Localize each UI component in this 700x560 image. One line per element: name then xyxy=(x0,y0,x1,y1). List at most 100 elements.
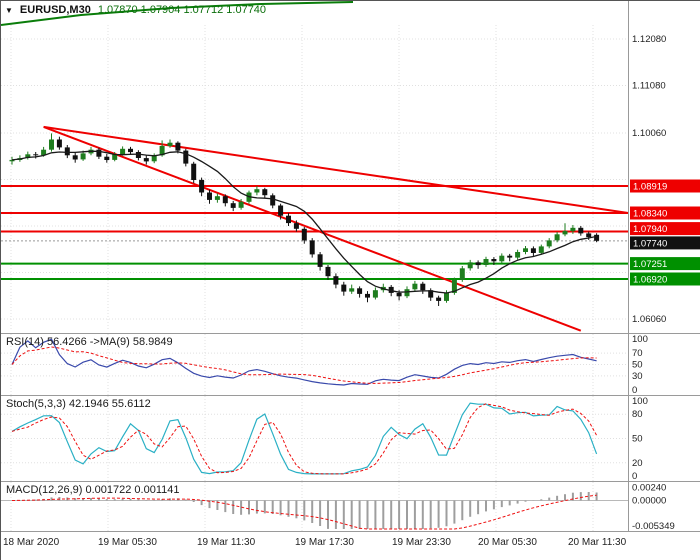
time-axis[interactable]: 18 Mar 2020 19 Mar 05:30 19 Mar 11:30 19… xyxy=(1,531,700,560)
candle-body xyxy=(49,139,54,150)
candle-body xyxy=(120,148,126,155)
axis-label: 0 xyxy=(632,385,637,395)
axis-label: 1.11080 xyxy=(632,81,666,92)
candle-body xyxy=(396,293,402,297)
candle-body xyxy=(207,192,212,200)
candle-body xyxy=(183,150,189,164)
candle-body xyxy=(270,195,276,206)
candle-body xyxy=(507,255,513,258)
axis-label: 20 xyxy=(632,458,643,469)
candle-body xyxy=(143,158,149,162)
candle-body xyxy=(25,154,31,158)
candle-body xyxy=(293,223,299,229)
candle-body xyxy=(80,153,86,160)
candle-body xyxy=(191,163,197,180)
candle-body xyxy=(388,286,394,293)
candle-body xyxy=(64,147,70,156)
axis-label: 30 xyxy=(632,371,643,382)
grid xyxy=(1,334,628,395)
macd-chart[interactable]: 0.00240 0.00000 -0.005349 xyxy=(1,482,700,531)
axis-label: 0 xyxy=(632,471,637,481)
stoch-k-line xyxy=(11,402,598,475)
stoch-label: Stoch(5,3,3) 42.1946 55.6112 xyxy=(6,398,151,410)
price-badge xyxy=(630,236,700,250)
candle-body xyxy=(333,276,339,285)
candle-body xyxy=(151,155,157,162)
price-badge xyxy=(630,222,700,236)
candle-body xyxy=(523,248,528,252)
candle-body xyxy=(128,148,133,153)
axis-label: 1.10060 xyxy=(632,128,666,139)
macd-signal-line xyxy=(11,494,597,530)
candle-body xyxy=(317,254,323,267)
candle-body xyxy=(167,142,173,146)
price-badge xyxy=(630,272,700,286)
candle-body xyxy=(341,284,347,292)
candle-body xyxy=(578,227,584,234)
candle-body xyxy=(444,293,449,301)
axis-label: 0.00240 xyxy=(632,483,666,494)
descending-trendline[interactable] xyxy=(43,125,629,214)
candle-body xyxy=(262,189,268,196)
candle-body xyxy=(586,233,592,238)
time-label: 19 Mar 23:30 xyxy=(392,537,451,548)
candle-body xyxy=(112,154,118,160)
axis-label: 1.08340 xyxy=(633,208,667,219)
time-label: 19 Mar 11:30 xyxy=(197,537,256,548)
stoch-chart[interactable]: 100 80 50 20 0 xyxy=(1,396,700,481)
candle-body xyxy=(214,196,220,200)
ohlc-values: 1.07870 1.07904 1.07712 1.07740 xyxy=(97,4,267,16)
long-term-ma-curve xyxy=(1,1,354,26)
stoch-panel: 100 80 50 20 0 Stoch(5,3,3) 42.1946 55.6112 xyxy=(1,395,700,481)
rsi-label: RSI(14) 56.4266 ->MA(9) 58.9849 xyxy=(6,336,173,348)
axis-label: 1.07940 xyxy=(633,224,667,235)
macd-panel: 0.00240 0.00000 -0.005349 MACD(12,26,9) 0.… xyxy=(1,481,700,531)
axis-label: 1.08919 xyxy=(633,182,667,193)
price-badge xyxy=(630,179,700,193)
time-label: 19 Mar 17:30 xyxy=(295,537,354,548)
candle-body xyxy=(96,149,102,157)
candle-body xyxy=(349,288,355,292)
macd-label: MACD(12,26,9) 0.001722 0.001141 xyxy=(6,484,180,496)
price-panel: 1.12080 1.11080 1.10060 1.06060 1.08919 1.083… xyxy=(1,1,700,333)
candle-body xyxy=(56,139,62,148)
axis-label: 0.00000 xyxy=(632,496,666,507)
candle-body xyxy=(135,152,141,158)
candle-body xyxy=(301,228,307,241)
candle-body xyxy=(404,289,410,297)
axis-label: 50 xyxy=(632,360,643,371)
axis-label: 100 xyxy=(632,334,648,345)
candle-body xyxy=(278,205,284,216)
candle-body xyxy=(475,262,481,266)
candle-body xyxy=(357,288,363,294)
candle-body xyxy=(562,231,568,235)
candle-body xyxy=(72,155,78,160)
symbol-dropdown-icon[interactable]: ▼ xyxy=(5,5,13,15)
candle-body xyxy=(412,283,418,290)
candle-body xyxy=(365,293,370,298)
candle-body xyxy=(570,227,576,232)
candle-body xyxy=(41,149,47,156)
axis-label: 50 xyxy=(632,434,643,445)
time-label: 18 Mar 2020 xyxy=(3,537,60,548)
candle-body xyxy=(546,240,552,247)
descending-trendline[interactable] xyxy=(43,125,582,332)
candle-body xyxy=(538,246,544,253)
macd-histogram xyxy=(18,492,598,529)
axis-label: 80 xyxy=(632,409,643,420)
price-chart[interactable]: 1.12080 1.11080 1.10060 1.06060 1.08919 1.083… xyxy=(1,1,700,333)
grid xyxy=(1,396,628,481)
symbol-timeframe-label: EURUSD,M30 xyxy=(19,4,91,16)
candle-body xyxy=(420,283,426,291)
rsi-panel: 100 70 50 30 0 RSI(14) 56.4266 ->MA(9) 58.98… xyxy=(1,333,700,395)
candle-body xyxy=(286,215,291,224)
axis-label: 1.07251 xyxy=(633,259,667,270)
candle-body xyxy=(491,259,497,262)
axis-label: -0.005349 xyxy=(632,521,675,531)
candle-body xyxy=(459,268,465,280)
time-label: 20 Mar 11:30 xyxy=(568,537,627,548)
candle-body xyxy=(230,203,236,208)
candle-body xyxy=(104,156,110,160)
